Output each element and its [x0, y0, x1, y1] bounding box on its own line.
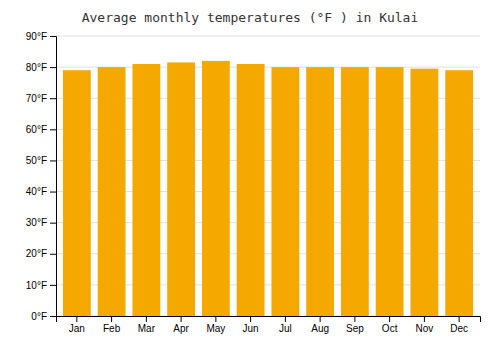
- tick-mark: [285, 316, 286, 322]
- tick-label: 50°F: [26, 155, 47, 166]
- x-tick: Mar: [138, 316, 156, 334]
- y-tick: 40°F: [26, 186, 56, 197]
- bars: [63, 61, 473, 316]
- tick-mark: [50, 223, 56, 224]
- tick-mark: [459, 316, 460, 322]
- tick-label: Aug: [311, 323, 329, 334]
- x-tick: Aug: [311, 316, 329, 334]
- y-tick: 20°F: [26, 248, 56, 259]
- tick-label: May: [206, 323, 225, 334]
- tick-mark: [76, 316, 77, 322]
- title: Average monthly temperatures (°F ) in Ku…: [82, 10, 419, 25]
- tick-label: Jan: [69, 323, 85, 334]
- x-tick: Sep: [346, 316, 364, 334]
- tick-mark: [50, 129, 56, 130]
- tick-label: 80°F: [26, 62, 47, 73]
- bar: [132, 64, 160, 316]
- tick-label: Jun: [243, 323, 259, 334]
- bar: [167, 62, 195, 316]
- tick-mark: [50, 67, 56, 68]
- tick-mark: [50, 160, 56, 161]
- y-tick: 50°F: [26, 155, 56, 166]
- bar: [63, 70, 91, 316]
- x-tick: Jan: [69, 316, 85, 334]
- tick-label: 20°F: [26, 248, 47, 259]
- y-tick: 80°F: [26, 62, 56, 73]
- tick-mark: [215, 316, 216, 322]
- axis-line: [50, 37, 57, 317]
- x-axis: Jan Feb Mar Apr May Jun Jul Aug Sep Oct Nov Dec: [57, 316, 481, 334]
- y-tick: 30°F: [26, 217, 56, 228]
- bar: [98, 67, 126, 316]
- y-tick: 90°F: [26, 31, 56, 42]
- tick-label: Nov: [415, 323, 433, 334]
- tick-label: Oct: [382, 323, 398, 334]
- bar: [202, 61, 230, 316]
- tick-mark: [354, 316, 355, 322]
- bar: [376, 67, 404, 316]
- tick-mark: [146, 316, 147, 322]
- x-tick: Nov: [415, 316, 433, 334]
- tick-label: 0°F: [31, 311, 47, 322]
- tick-mark: [50, 285, 56, 286]
- tick-label: 10°F: [26, 280, 47, 291]
- x-tick: Feb: [103, 316, 121, 334]
- tick-label: 40°F: [26, 186, 47, 197]
- tick-mark: [181, 316, 182, 322]
- tick-mark: [50, 192, 56, 193]
- y-tick: 60°F: [26, 124, 56, 135]
- plot-area: 0°F 10°F 20°F 30°F 40°F 50°F 60°F 70°F 80°F 90°F J…: [26, 31, 481, 334]
- grid-line: [56, 36, 480, 37]
- tick-label: 60°F: [26, 124, 47, 135]
- tick-mark: [320, 316, 321, 322]
- x-tick: May: [206, 316, 225, 334]
- tick-label: 90°F: [26, 31, 47, 42]
- tick-label: Mar: [138, 323, 156, 334]
- tick-label: 30°F: [26, 217, 47, 228]
- x-tick: Jun: [243, 316, 259, 334]
- y-tick: 0°F: [31, 311, 56, 322]
- tick-mark: [389, 316, 390, 322]
- tick-label: 70°F: [26, 93, 47, 104]
- y-axis: 0°F 10°F 20°F 30°F 40°F 50°F 60°F 70°F 80°F 90°F: [26, 31, 57, 322]
- tick-mark: [50, 36, 56, 37]
- chart-svg: 0°F 10°F 20°F 30°F 40°F 50°F 60°F 70°F 80°F 90°F J…: [0, 0, 500, 350]
- tick-mark: [50, 254, 56, 255]
- axis-line: [57, 317, 481, 323]
- tick-label: Jul: [279, 323, 292, 334]
- y-tick: 10°F: [26, 280, 56, 291]
- bar: [341, 67, 369, 316]
- x-tick: Apr: [173, 316, 189, 334]
- bar: [445, 70, 473, 316]
- tick-label: Feb: [103, 323, 121, 334]
- tick-label: Dec: [450, 323, 468, 334]
- x-tick: Dec: [450, 316, 468, 334]
- bar: [306, 67, 334, 316]
- tick-mark: [50, 98, 56, 99]
- tick-mark: [50, 316, 56, 317]
- bar: [237, 64, 265, 316]
- bar: [271, 67, 299, 316]
- tick-mark: [250, 316, 251, 322]
- tick-label: Apr: [173, 323, 189, 334]
- tick-label: Sep: [346, 323, 364, 334]
- grid: [56, 36, 480, 316]
- tick-mark: [424, 316, 425, 322]
- bar: [410, 69, 438, 316]
- chart-container: 0°F 10°F 20°F 30°F 40°F 50°F 60°F 70°F 80°F 90°F J…: [0, 0, 500, 350]
- x-tick: Oct: [382, 316, 398, 334]
- x-tick: Jul: [279, 316, 292, 334]
- tick-mark: [111, 316, 112, 322]
- y-tick: 70°F: [26, 93, 56, 104]
